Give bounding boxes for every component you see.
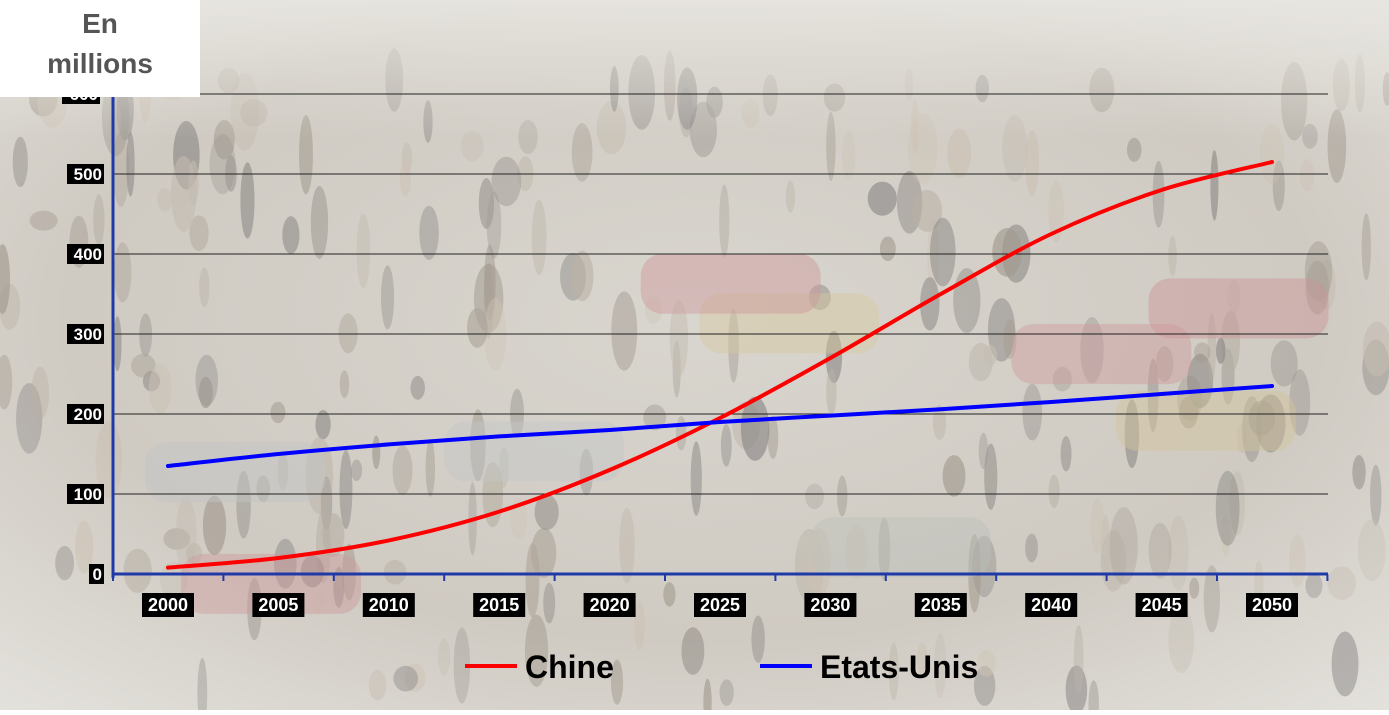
- svg-text:2030: 2030: [810, 595, 850, 615]
- svg-text:2005: 2005: [258, 595, 298, 615]
- svg-text:Chine: Chine: [525, 649, 614, 685]
- svg-text:2010: 2010: [369, 595, 409, 615]
- axes: [111, 94, 1329, 581]
- y-axis-label: En millions: [0, 0, 200, 97]
- x-tick-label: 2040: [1025, 593, 1078, 617]
- x-tick-label: 2025: [694, 593, 746, 617]
- series-lines: [166, 160, 1274, 570]
- y-tick-label: 400: [67, 244, 104, 264]
- x-tick-label: 2005: [252, 593, 305, 617]
- svg-text:2045: 2045: [1142, 595, 1182, 615]
- svg-text:500: 500: [74, 165, 102, 184]
- x-tick-label: 2015: [473, 593, 526, 617]
- svg-text:200: 200: [74, 405, 102, 424]
- y-tick-label: 500: [67, 164, 104, 184]
- x-tick-label: 2035: [914, 593, 967, 617]
- y-tick-label: 300: [67, 324, 104, 344]
- svg-text:400: 400: [74, 245, 102, 264]
- y-tick-label: 0: [89, 564, 104, 584]
- series-line-etats-unis: [166, 384, 1274, 468]
- svg-text:2015: 2015: [479, 595, 519, 615]
- svg-text:100: 100: [74, 485, 102, 504]
- y-tick-label: 100: [67, 484, 104, 504]
- svg-text:2050: 2050: [1252, 595, 1292, 615]
- svg-text:2035: 2035: [921, 595, 961, 615]
- grid-lines: [113, 93, 1328, 495]
- y-axis-label-line-1: En: [82, 8, 118, 39]
- svg-text:300: 300: [74, 325, 102, 344]
- x-tick-label: 2050: [1246, 593, 1298, 617]
- x-tick-label: 2020: [583, 593, 636, 617]
- svg-text:2000: 2000: [148, 595, 188, 615]
- x-tick-label: 2045: [1135, 593, 1188, 617]
- svg-text:0: 0: [93, 565, 102, 584]
- legend: Chine Etats-Unis: [465, 649, 978, 685]
- y-tick-label: 200: [67, 404, 104, 424]
- svg-text:2025: 2025: [700, 595, 740, 615]
- x-tick-labels: 2000 2005 2010 2015 2020 2025 2030 2035 2040 2045…: [142, 593, 1298, 617]
- svg-text:2020: 2020: [590, 595, 630, 615]
- legend-item: Etats-Unis: [760, 649, 978, 685]
- x-tick-label: 2000: [142, 593, 194, 617]
- x-tick-label: 2030: [804, 593, 857, 617]
- series-line-chine: [166, 160, 1274, 570]
- x-tick-label: 2010: [362, 593, 415, 617]
- svg-text:2040: 2040: [1031, 595, 1071, 615]
- y-axis-label-line-2: millions: [47, 48, 153, 79]
- svg-text:Etats-Unis: Etats-Unis: [820, 649, 978, 685]
- legend-item: Chine: [465, 649, 614, 685]
